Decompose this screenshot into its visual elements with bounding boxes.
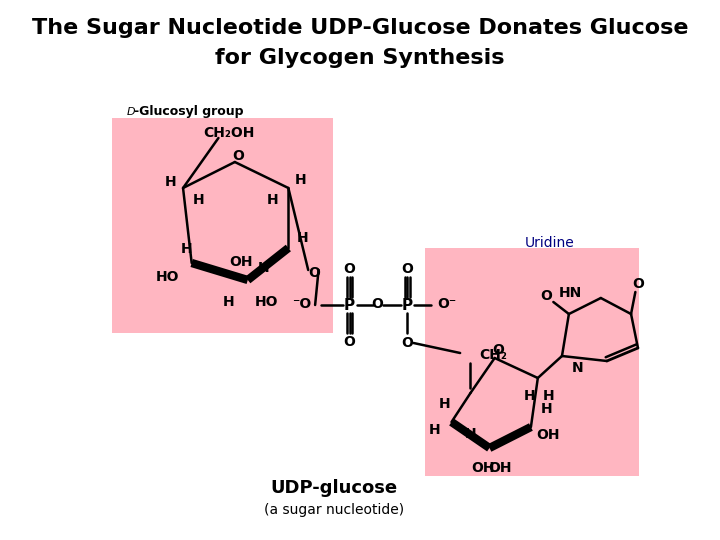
Text: ⁻O: ⁻O <box>292 297 312 311</box>
Text: O: O <box>632 277 644 291</box>
Text: The Sugar Nucleotide UDP-Glucose Donates Glucose: The Sugar Nucleotide UDP-Glucose Donates… <box>32 18 688 38</box>
Text: H: H <box>542 389 554 403</box>
Text: O: O <box>233 149 244 163</box>
Text: O: O <box>343 262 356 276</box>
Text: UDP-glucose: UDP-glucose <box>271 479 397 497</box>
Text: (a sugar nucleotide): (a sugar nucleotide) <box>264 503 404 517</box>
Text: O: O <box>492 343 504 357</box>
Text: O: O <box>402 336 413 350</box>
Text: Uridine: Uridine <box>525 236 575 250</box>
Text: H: H <box>297 231 308 245</box>
Text: O⁻: O⁻ <box>437 297 456 311</box>
Text: O: O <box>308 266 320 280</box>
Text: H: H <box>223 295 235 309</box>
Text: H: H <box>181 242 192 256</box>
Text: CH₂OH: CH₂OH <box>203 126 254 140</box>
Text: H: H <box>523 389 535 403</box>
Text: OH: OH <box>536 428 560 442</box>
Text: D: D <box>127 107 135 117</box>
Text: H: H <box>428 423 440 437</box>
Text: H: H <box>438 397 451 411</box>
Text: HN: HN <box>559 286 582 300</box>
Text: N: N <box>572 361 583 375</box>
Text: for Glycogen Synthesis: for Glycogen Synthesis <box>215 48 505 68</box>
Text: -Glucosyl group: -Glucosyl group <box>134 105 243 118</box>
Text: O: O <box>372 297 383 311</box>
Text: O: O <box>541 289 552 303</box>
Bar <box>425 248 639 476</box>
Text: CH₂: CH₂ <box>479 348 507 362</box>
Bar <box>112 118 333 333</box>
Text: OH: OH <box>471 461 495 475</box>
Text: H: H <box>193 193 204 207</box>
Text: H: H <box>464 427 477 441</box>
Text: OH: OH <box>229 255 253 269</box>
Text: O: O <box>402 262 413 276</box>
Text: H: H <box>541 402 552 416</box>
Text: OH: OH <box>488 461 512 475</box>
Text: H: H <box>267 193 279 207</box>
Text: P: P <box>344 298 355 313</box>
Text: H: H <box>294 173 306 187</box>
Text: H: H <box>258 261 269 275</box>
Text: HO: HO <box>255 295 279 309</box>
Text: P: P <box>402 298 413 313</box>
Text: H: H <box>165 175 177 189</box>
Text: HO: HO <box>156 270 179 284</box>
Text: O: O <box>343 335 356 349</box>
